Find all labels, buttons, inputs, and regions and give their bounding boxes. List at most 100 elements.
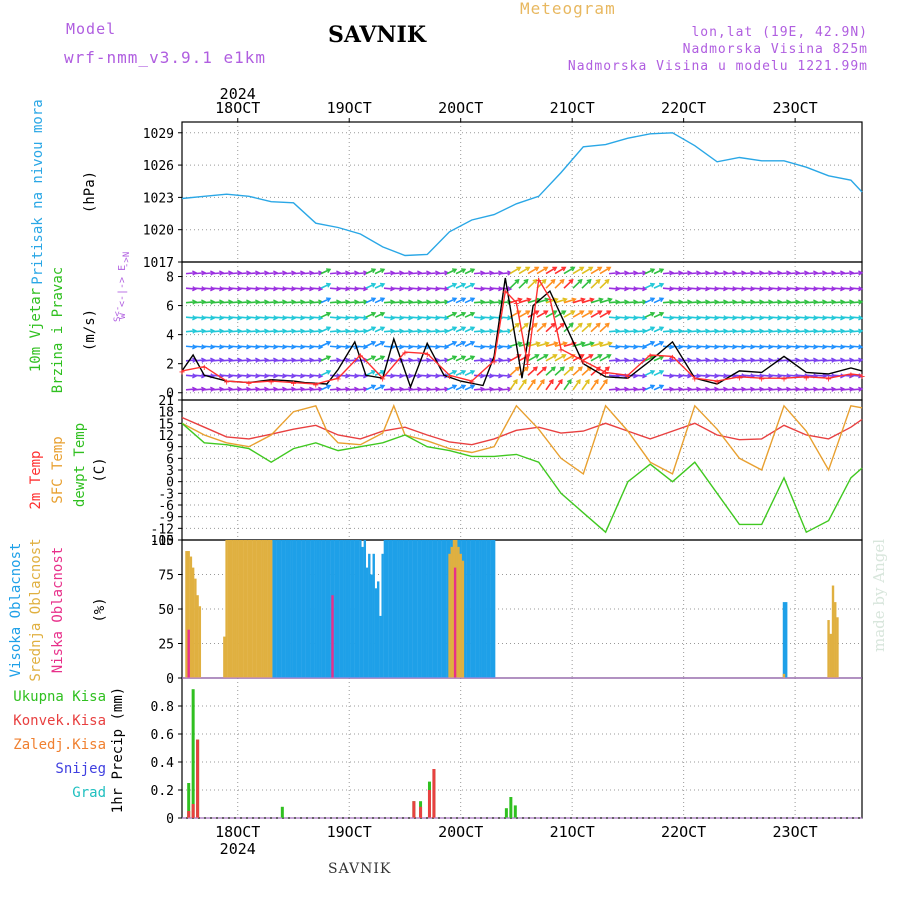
wind-arrow [230,271,242,275]
bar-mid [249,540,253,678]
wind-arrow [851,287,863,290]
wind-arrow [491,271,503,275]
bar-high [428,540,431,678]
wind-arrow [833,330,845,333]
gust-marker: + [502,287,508,298]
wind-arrow [788,388,800,391]
wind-arrow [302,316,314,319]
y-tick-label: 1020 [143,224,174,239]
y-tick-label: -3 [158,487,174,502]
wind-arrow [833,316,845,319]
wind-arrow [644,312,655,318]
wind-arrow [770,301,782,304]
x-tick-label-top: 19OCT [327,99,372,117]
wind-arrow [239,301,251,304]
bar-mid [461,560,465,678]
wind-arrow [824,287,836,290]
wind-arrow-head [570,266,576,272]
wind-arrow [302,287,314,290]
wind-arrow-head [461,326,467,332]
station-footer: SAVNIK [328,861,392,877]
wind-arrow [464,355,475,362]
bar-high [477,540,480,678]
wind-arrow [428,271,440,275]
wind-arrow [284,271,296,275]
wind-arrow [851,271,863,275]
wind-arrow [518,266,530,275]
wind-arrow [590,298,603,304]
gust-marker: + [803,373,809,384]
y-tick-label: -6 [158,499,174,514]
wind-arrow [761,287,773,290]
wind-arrow [770,316,782,319]
wind-arrow-head [550,366,556,372]
wind-arrow [518,354,530,362]
wind-arrow [257,316,269,319]
wind-arrow [536,354,548,362]
wind-arrow [509,266,521,275]
wind-arrow [293,359,305,362]
wind-arrow-head [526,297,532,303]
wind-arrow [779,374,791,377]
y-tick-label: 21 [158,394,174,409]
wind-arrow-head [552,354,558,359]
wind-arrow [617,388,629,391]
wind-arrow-head [461,384,467,390]
x-tick-label-top: 20OCT [438,99,483,117]
wind-arrow [743,388,755,391]
wind-arrow-head [557,378,563,385]
wind-arrow [347,271,359,275]
wind-arrow [680,287,692,290]
y-tick-label: 0 [166,387,174,402]
wind-arrow-head [326,311,332,317]
gust-marker: + [179,367,185,378]
wind-arrow [680,345,692,348]
bar-high [408,540,411,678]
wind-arrow [374,268,385,275]
wind-arrow-head [326,384,332,390]
wind-arrow [842,316,854,319]
wind-arrow [257,271,269,275]
wind-arrow-head [371,355,377,361]
wind-arrow-head [858,299,864,305]
wind-arrow [221,359,233,362]
wind-arrow [509,366,520,376]
wind-arrow [653,384,664,391]
wind-arrow [338,271,350,275]
x-tick-label-top: 21OCT [550,99,595,117]
wind-arrow-head [326,282,332,288]
wind-arrow [788,271,800,275]
wind-arrow-head [544,341,550,347]
wind-arrow [383,316,395,319]
wind-arrow [707,301,719,304]
gust-marker: + [547,294,553,305]
bar-high [385,540,389,678]
wind-arrow [590,279,601,289]
wind-arrow [671,374,683,377]
wind-arrow-head [461,369,467,375]
wind-arrow [824,388,836,391]
wind-arrow [788,287,800,290]
wind-arrow [257,301,269,304]
bar-mid [252,540,255,678]
wind-arrow [806,359,818,362]
wind-arrow [833,359,845,362]
wind-arrow [500,271,512,275]
bar-high [392,540,396,678]
wind-arrow [185,388,197,391]
wind-arrow-head [559,278,565,284]
wind-arrow [392,388,404,391]
wind-arrow [806,388,818,391]
wind-arrow-head [514,322,520,328]
wind-arrow [464,341,475,347]
wind-arrow [500,287,512,290]
wind-arrow-head [552,310,558,316]
wind-arrow [284,359,296,362]
wind-arrow [491,374,503,377]
x-tick-label-top: 18OCT [215,99,260,117]
wind-arrow-head [507,344,513,350]
wind-arrow [221,374,233,377]
wind-arrow [707,330,719,333]
wind-arrow [761,271,773,275]
wind-arrow [599,310,611,318]
